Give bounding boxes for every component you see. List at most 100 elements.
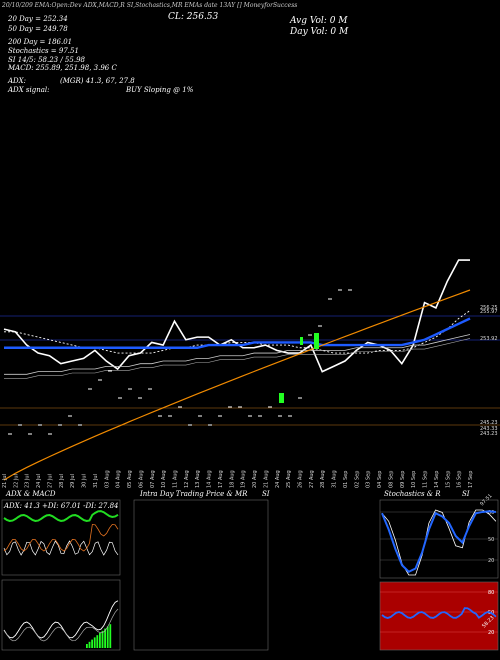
x-tick-label: 18 Aug [229, 470, 235, 488]
price-level-label: 253.92 [480, 336, 498, 342]
macd-histogram-bar [93, 637, 96, 648]
x-tick-label: 22 Jul [13, 474, 19, 488]
x-tick-label: 30 Jul [82, 474, 88, 488]
x-tick-label: 19 Aug [241, 470, 247, 488]
x-tick-label: 02 Sep [354, 471, 360, 488]
adx-line [3, 540, 119, 556]
close-price-line [3, 259, 470, 373]
stochastics-legend: Stochastics = 97.51 [8, 47, 79, 55]
day-volume-label: Day Vol: 0 M [290, 27, 349, 37]
ema20-line [4, 310, 471, 354]
adx-legend: ADX: [8, 77, 27, 85]
macd-legend: MACD: 255.89, 251.98, 3.96 C [8, 64, 117, 72]
x-tick-label: 31 Aug [332, 470, 338, 488]
adx-values-text: ADX: 41.3 +DI: 67.01 -DI: 27.84 [3, 502, 119, 510]
x-tick-label: 28 Aug [320, 470, 326, 488]
x-tick-label: 11 Sep [423, 471, 429, 488]
x-tick-label: 14 Sep [434, 471, 440, 488]
x-tick-label: 24 Aug [275, 470, 281, 488]
rsi-tick-label: 20 [488, 630, 494, 636]
macd-histogram-bar [88, 641, 91, 648]
x-tick-label: 17 Aug [218, 470, 224, 488]
macd-histogram-bar [106, 626, 109, 648]
adx-value-legend: (MGR) 41.3, 67, 27.8 [60, 77, 135, 85]
x-tick-label: 21 Aug [263, 470, 269, 488]
x-tick-label: 12 Aug [184, 470, 190, 488]
ema200-legend: 200 Day = 186.01 [8, 38, 73, 46]
x-tick-label: 01 Sep [343, 471, 349, 488]
adx-signal-legend: ADX signal: [8, 86, 50, 94]
rsi-line [381, 607, 497, 619]
x-tick-label: 16 Sep [457, 471, 463, 488]
x-tick-label: 06 Aug [138, 470, 144, 488]
macd-signal-line [3, 608, 119, 642]
intra-day-panel [133, 499, 269, 651]
x-tick-label: 13 Aug [195, 470, 201, 488]
ema200-line-lower [4, 338, 471, 379]
bull-candle [300, 337, 303, 345]
price-level-label: 243.33 [480, 426, 498, 432]
stoch-panel-title: Stochastics & R [384, 490, 441, 498]
x-tick-label: 10 Sep [411, 471, 417, 488]
x-tick-label: 21 Jul [2, 474, 8, 488]
bull-candle [314, 333, 319, 349]
si-legend: SI 14/5: 58.23 / 55.98 [8, 56, 85, 64]
ema50-legend: 50 Day = 249.78 [8, 25, 68, 33]
price-level-label: 243.23 [480, 431, 498, 437]
x-tick-label: 04 Sep [377, 471, 383, 488]
macd-line [3, 600, 119, 639]
ema200-line [4, 334, 471, 375]
stoch-tick-label: 20 [488, 558, 494, 564]
x-tick-label: 09 Sep [400, 471, 406, 488]
stoch-k-line [381, 509, 497, 576]
x-tick-label: 03 Aug [104, 470, 110, 488]
x-tick-label: 07 Aug [150, 470, 156, 488]
long-ma-line [3, 289, 471, 481]
price-level-label: 245.23 [480, 420, 498, 426]
x-tick-label: 27 Aug [309, 470, 315, 488]
x-tick-label: 28 Jul [59, 474, 65, 488]
macd-histogram-bar [86, 644, 88, 648]
price-level-label: 256.25 [480, 305, 498, 311]
adx-panel-title: ADX & MACD [6, 490, 56, 498]
x-tick-label: 25 Aug [286, 470, 292, 488]
macd-histogram-bar [104, 628, 106, 648]
buy-signal-legend: BUY Sloping @ 1% [126, 86, 194, 94]
x-tick-label: 04 Aug [116, 470, 122, 488]
x-tick-label: 20 Aug [252, 470, 258, 488]
x-tick-label: 08 Sep [388, 471, 394, 488]
ema50-line [4, 317, 471, 349]
adx-panel [1, 499, 121, 576]
close-price-label: CL: 256.53 [168, 12, 219, 22]
macd-histogram-bar [96, 635, 99, 648]
x-tick-label: 31 Jul [93, 474, 99, 488]
price-level-label: 255.97 [480, 309, 498, 315]
x-tick-label: 10 Aug [161, 470, 167, 488]
x-tick-label: 14 Aug [207, 470, 213, 488]
x-tick-label: 11 Aug [172, 470, 178, 488]
stoch-si-label: SI [462, 490, 470, 498]
stoch-d-line [381, 510, 496, 573]
macd-histogram-bar [99, 633, 101, 648]
macd-histogram-bar [109, 624, 112, 648]
macd-histogram-bar [91, 639, 93, 648]
x-tick-label: 29 Jul [70, 474, 76, 488]
intra-panel-title: Intra Day Trading Price & MR [140, 490, 248, 498]
x-tick-label: 24 Jul [36, 474, 42, 488]
avg-volume-label: Avg Vol: 0 M [290, 16, 348, 26]
x-tick-label: 05 Aug [127, 470, 133, 488]
stoch-tick-label: 80 [488, 510, 494, 516]
minus-di-line [3, 523, 119, 552]
x-tick-label: 15 Sep [445, 471, 451, 488]
stoch-tick-label: 50 [488, 537, 494, 543]
x-tick-label: 17 Sep [468, 471, 474, 488]
x-tick-label: 03 Sep [366, 471, 372, 488]
plus-di-line [3, 510, 119, 523]
intra-si-label: SI [262, 490, 270, 498]
ema20-legend: 20 Day = 252.34 [8, 15, 68, 23]
chart-header: 20/10/209 EMA:Open:Dev ADX,MACD,R SI,Sto… [2, 2, 298, 9]
x-tick-label: 23 Jul [25, 474, 31, 488]
macd-histogram-bar [101, 630, 104, 648]
